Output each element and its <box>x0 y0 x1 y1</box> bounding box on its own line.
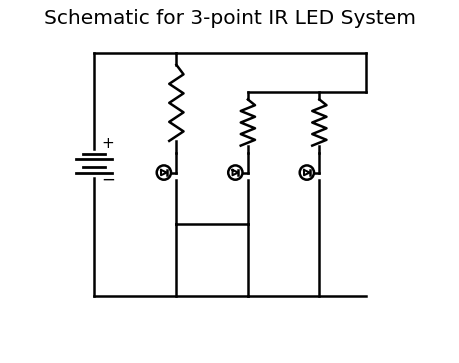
Text: −: − <box>101 171 114 189</box>
Text: +: + <box>101 136 114 151</box>
Text: Schematic for 3-point IR LED System: Schematic for 3-point IR LED System <box>44 9 415 28</box>
